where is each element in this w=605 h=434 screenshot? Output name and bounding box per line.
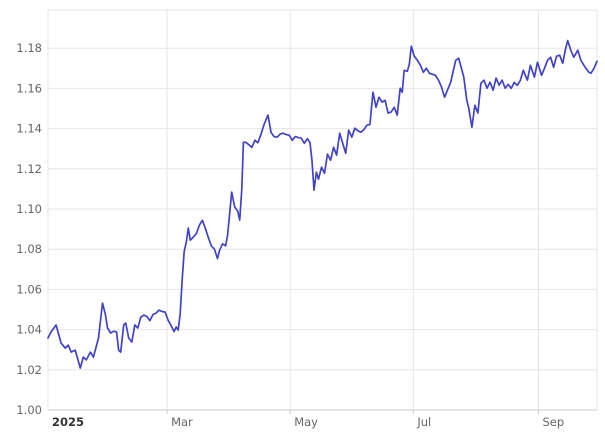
x-axis-label-month: Sep — [542, 415, 564, 429]
x-axis-label-month: Jul — [416, 415, 431, 429]
rate-series-line — [47, 39, 598, 369]
y-axis-label: 1.16 — [16, 81, 42, 95]
y-axis-label: 1.08 — [16, 242, 42, 256]
y-axis-label: 1.12 — [16, 162, 42, 176]
x-axis-label-year: 2025 — [52, 415, 84, 429]
y-axis-label: 1.06 — [16, 282, 42, 296]
y-axis-label: 1.18 — [16, 41, 42, 55]
y-axis-label: 1.00 — [16, 403, 42, 417]
y-axis-label: 1.04 — [16, 323, 42, 337]
y-axis-label: 1.14 — [16, 122, 42, 136]
x-axis-label-month: Mar — [171, 415, 193, 429]
y-axis-label: 1.10 — [16, 202, 42, 216]
y-axis-label: 1.02 — [16, 363, 42, 377]
x-axis-label-month: May — [294, 415, 318, 429]
